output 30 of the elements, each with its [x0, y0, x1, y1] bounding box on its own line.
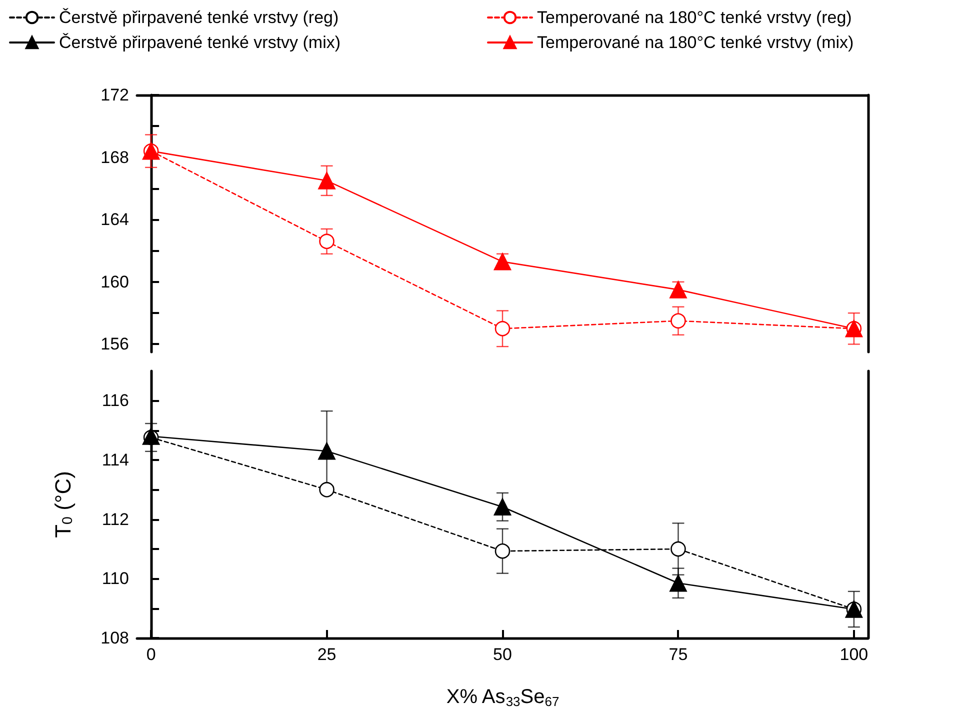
x-tick-label: 0 — [146, 645, 156, 664]
x-tick-label: 25 — [317, 645, 336, 664]
y-tick-label: 112 — [102, 510, 129, 529]
point — [670, 541, 686, 557]
y-tick-label: 110 — [102, 569, 129, 588]
point — [494, 543, 510, 559]
point — [318, 442, 336, 460]
x-tick-label: 100 — [840, 645, 868, 664]
legend-label: Čerstvě přirpavené tenké vrstvy (reg) — [59, 8, 339, 27]
point — [318, 172, 336, 190]
y-tick-label: 108 — [100, 628, 129, 648]
point — [319, 234, 334, 250]
x-tick-label: 50 — [493, 645, 512, 664]
point — [670, 574, 687, 592]
y-tick-label: 168 — [100, 148, 129, 167]
y-axis-title: T0 (°C) — [50, 471, 76, 538]
point — [670, 313, 686, 328]
y-tick-label: 164 — [100, 210, 129, 230]
point — [319, 482, 334, 498]
y-tick-label: 156 — [100, 334, 129, 354]
point — [494, 320, 510, 336]
y-tick-label: 160 — [100, 272, 129, 292]
y-tick-label: 114 — [102, 450, 129, 470]
y-tick-label: 116 — [102, 391, 129, 410]
legend-label: Temperované na 180°C tenké vrstvy (mix) — [537, 33, 854, 52]
y-tick-label: 172 — [100, 86, 129, 104]
x-tick-label: 75 — [668, 645, 688, 664]
legend-label: Čerstvě přirpavené tenké vrstvy (mix) — [59, 33, 341, 52]
point — [494, 498, 512, 516]
legend-label: Temperované na 180°C tenké vrstvy (reg) — [537, 8, 852, 27]
